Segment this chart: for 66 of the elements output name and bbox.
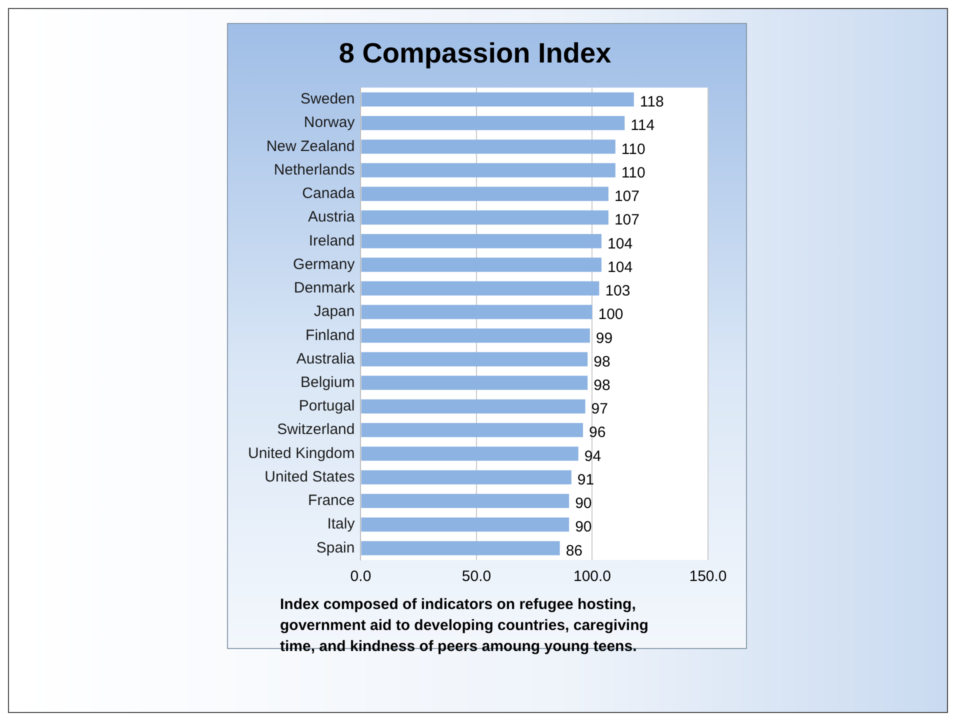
data-label: 90 [575, 495, 592, 512]
y-tick-label: Netherlands [274, 161, 355, 178]
bar [361, 92, 634, 106]
data-label: 98 [594, 353, 610, 370]
data-label: 100 [598, 306, 624, 324]
bar [361, 376, 588, 390]
bar [361, 210, 608, 225]
y-tick-label: Sweden [300, 90, 355, 108]
bar [361, 281, 600, 296]
x-tick-label: 0.0 [350, 568, 372, 586]
bar [361, 494, 570, 508]
data-label: 114 [630, 117, 655, 134]
chart-title: 8 Compassion Index [338, 38, 612, 69]
y-tick-label: Japan [314, 303, 355, 320]
x-tick-label: 100.0 [573, 568, 612, 586]
data-label: 104 [608, 235, 633, 252]
bar [361, 140, 616, 154]
y-tick-label: Germany [293, 256, 356, 273]
y-tick-label: Switzerland [277, 421, 355, 438]
data-label: 110 [621, 140, 646, 158]
x-tick-label: 150.0 [689, 568, 727, 586]
bar [361, 470, 572, 484]
bar [361, 541, 560, 556]
y-tick-label: Italy [327, 516, 356, 533]
bar [361, 304, 592, 320]
y-tick-label: United Kingdom [248, 444, 355, 462]
bar [361, 258, 602, 272]
data-label: 91 [577, 471, 594, 488]
data-label: 110 [621, 164, 646, 182]
y-tick-label: France [308, 492, 355, 510]
data-label: 97 [591, 400, 608, 418]
y-tick-label: New Zealand [266, 138, 355, 155]
data-label: 90 [575, 518, 592, 536]
y-tick-label: Spain [316, 539, 355, 556]
data-label: 103 [605, 282, 630, 300]
bar [361, 423, 583, 438]
data-label: 104 [608, 258, 633, 276]
bar [361, 163, 616, 178]
y-tick-label: Austria [308, 208, 356, 226]
y-tick-label: United States [264, 468, 355, 486]
data-label: 107 [614, 188, 640, 206]
x-tick-label: 50.0 [462, 568, 492, 586]
y-tick-label: Canada [302, 185, 356, 202]
data-label: 98 [594, 376, 610, 394]
y-tick-label: Ireland [308, 232, 355, 250]
y-tick-label: Australia [296, 350, 356, 368]
data-label: 94 [584, 448, 602, 465]
y-tick-label: Belgium [300, 374, 355, 391]
bar [361, 352, 588, 366]
y-tick-label: Denmark [294, 280, 356, 297]
bar [361, 399, 586, 414]
bar [361, 186, 608, 201]
data-label: 118 [640, 94, 664, 111]
y-tick-label: Norway [304, 114, 356, 132]
bar [361, 116, 625, 130]
data-label: 99 [596, 330, 613, 347]
data-label: 86 [566, 542, 583, 560]
text: Index composed of indicators on refugee hosting, government aid to developing countries, caregiving time, and kindness of peers amoung young teens. [280, 595, 650, 657]
bar [361, 234, 602, 248]
bar [361, 517, 570, 532]
data-label: 107 [614, 212, 640, 229]
bar [361, 328, 590, 343]
bar [361, 446, 578, 461]
data-label: 96 [588, 424, 606, 442]
y-tick-label: Portugal [298, 398, 355, 415]
y-tick-label: Finland [306, 326, 355, 344]
